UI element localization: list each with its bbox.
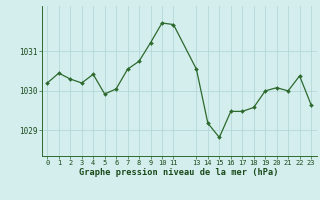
X-axis label: Graphe pression niveau de la mer (hPa): Graphe pression niveau de la mer (hPa) xyxy=(79,168,279,177)
